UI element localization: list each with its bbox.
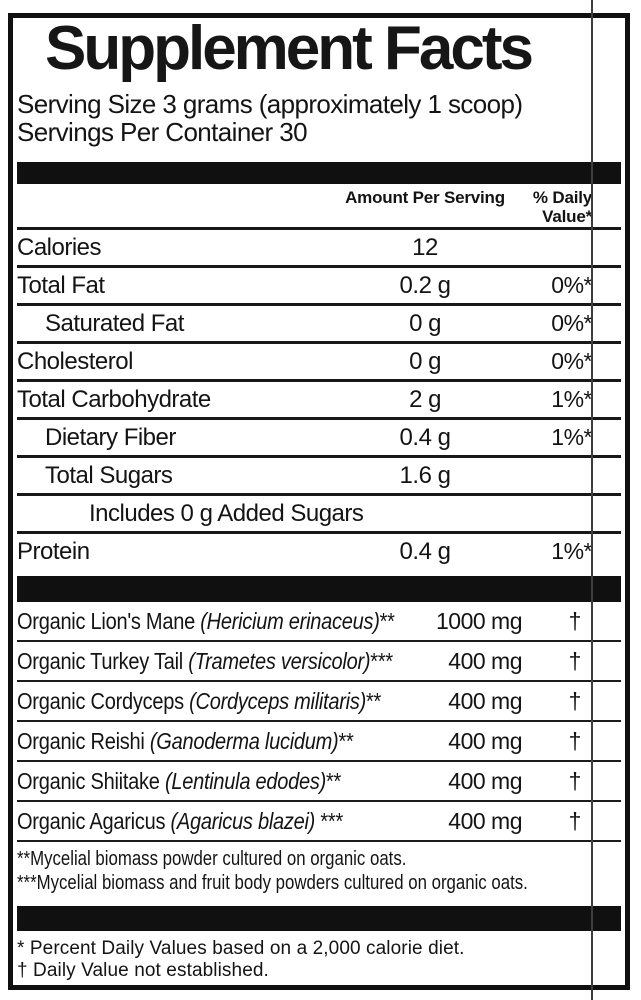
- ingredient-footnote-marks: ***: [370, 648, 393, 675]
- daily-value-column-header: % Daily Value*: [532, 188, 592, 227]
- ingredient-amount: 1000 mg: [435, 608, 523, 635]
- serving-info: Serving Size 3 grams (approximately 1 sc…: [17, 90, 621, 146]
- ingredient-footnote-marks: **: [366, 688, 382, 715]
- ingredient-footnote-marks: **: [338, 728, 354, 755]
- ingredient-latin-name: (Trametes versicolor): [188, 648, 371, 675]
- table-row-shiitake: Organic Shiitake (Lentinula edodes)** 40…: [17, 762, 621, 803]
- ingredient-common-name: Organic Cordyceps: [17, 688, 190, 715]
- table-row-protein: Protein 0.4 g 1%*: [17, 534, 621, 569]
- divider-bar-middle: [17, 576, 621, 603]
- ingredient-name: Organic Cordyceps (Cordyceps militaris)*…: [17, 682, 381, 720]
- nutrient-name: Total Sugars: [45, 462, 173, 490]
- ingredient-amount: 400 mg: [448, 768, 522, 795]
- ingredient-name: Organic Turkey Tail (Trametes versicolor…: [17, 642, 393, 680]
- nutrient-name: Protein: [17, 538, 90, 566]
- nutrient-amount: 1.6 g: [399, 462, 451, 490]
- ingredient-name: Organic Agaricus (Agaricus blazei) ***: [17, 802, 343, 840]
- table-row-turkey-tail: Organic Turkey Tail (Trametes versicolor…: [17, 642, 621, 683]
- nutrient-amount: 0.4 g: [399, 538, 451, 566]
- ingredient-name: Organic Reishi (Ganoderma lucidum)**: [17, 722, 354, 760]
- ingredient-latin-name: (Hericium erinaceus): [200, 608, 380, 635]
- nutrient-daily-value: 1%*: [551, 538, 592, 565]
- nutrient-amount: 0 g: [409, 348, 441, 376]
- table-row-total-fat: Total Fat 0.2 g 0%*: [17, 268, 621, 307]
- amount-column-header: Amount Per Serving: [345, 188, 505, 208]
- ingredient-footnote-marks: **: [379, 608, 395, 635]
- ingredient-daily-value: †: [568, 808, 582, 835]
- nutrient-amount: 12: [412, 234, 438, 262]
- ingredient-amount: 400 mg: [448, 648, 522, 675]
- servings-per-container-text: Servings Per Container 30: [17, 116, 308, 147]
- table-row-reishi: Organic Reishi (Ganoderma lucidum)** 400…: [17, 722, 621, 763]
- table-row-cholesterol: Cholesterol 0 g 0%*: [17, 344, 621, 383]
- ingredient-common-name: Organic Agaricus: [17, 808, 171, 835]
- panel-title: Supplement Facts: [45, 14, 534, 83]
- ingredient-amount: 400 mg: [448, 688, 522, 715]
- ingredient-daily-value: †: [568, 648, 582, 675]
- nutrient-daily-value: 0%*: [551, 310, 592, 337]
- ingredient-common-name: Organic Lion's Mane: [17, 608, 201, 635]
- mycelial-footnotes: **Mycelial biomass powder cultured on or…: [17, 847, 528, 896]
- supplement-facts-panel: Supplement Facts Serving Size 3 grams (a…: [8, 13, 630, 990]
- nutrient-daily-value: 0%*: [551, 348, 592, 375]
- nutrient-daily-value: 1%*: [551, 424, 592, 451]
- nutrient-table: Calories 12 Total Fat 0.2 g 0%* Saturate…: [17, 230, 621, 569]
- table-row-calories: Calories 12: [17, 230, 621, 269]
- footnote-mycelial: **Mycelial biomass powder cultured on or…: [17, 848, 407, 871]
- ingredient-daily-value: †: [568, 768, 582, 795]
- nutrient-name: Total Carbohydrate: [17, 386, 211, 414]
- table-row-agaricus: Organic Agaricus (Agaricus blazei) *** 4…: [17, 802, 621, 843]
- daily-value-footnotes: * Percent Daily Values based on a 2,000 …: [17, 938, 621, 982]
- ingredient-latin-name: (Agaricus blazei): [170, 808, 321, 835]
- ingredient-latin-name: (Cordyceps militaris): [189, 688, 367, 715]
- serving-size-text: Serving Size 3 grams (approximately 1 sc…: [17, 88, 523, 119]
- scan-artifact-line: [591, 0, 593, 1000]
- ingredient-daily-value: †: [568, 728, 582, 755]
- ingredient-daily-value: †: [568, 688, 582, 715]
- footnote-percent-dv: * Percent Daily Values based on a 2,000 …: [17, 937, 465, 959]
- ingredient-footnote-marks: **: [326, 768, 342, 795]
- divider-bar-top: [17, 162, 621, 185]
- ingredient-table: Organic Lion's Mane (Hericium erinaceus)…: [17, 602, 621, 843]
- nutrient-name: Total Fat: [17, 272, 105, 300]
- column-headers: Amount Per Serving % Daily Value*: [17, 184, 621, 231]
- table-row-total-sugars: Total Sugars 1.6 g: [17, 458, 621, 497]
- ingredient-latin-name: (Ganoderma lucidum): [149, 728, 339, 755]
- table-row-cordyceps: Organic Cordyceps (Cordyceps militaris)*…: [17, 682, 621, 723]
- ingredient-common-name: Organic Turkey Tail: [17, 648, 189, 675]
- ingredient-common-name: Organic Reishi: [17, 728, 150, 755]
- nutrient-daily-value: 0%*: [551, 272, 592, 299]
- ingredient-amount: 400 mg: [448, 728, 522, 755]
- ingredient-daily-value: †: [568, 608, 582, 635]
- nutrient-name: Includes 0 g Added Sugars: [89, 500, 364, 528]
- nutrient-name: Dietary Fiber: [45, 424, 176, 452]
- ingredient-name: Organic Lion's Mane (Hericium erinaceus)…: [17, 602, 395, 640]
- ingredient-common-name: Organic Shiitake: [17, 768, 165, 795]
- nutrient-name: Saturated Fat: [45, 310, 184, 338]
- footnote-dv-not-established: † Daily Value not established.: [17, 959, 269, 981]
- nutrient-name: Cholesterol: [17, 348, 133, 376]
- table-row-lions-mane: Organic Lion's Mane (Hericium erinaceus)…: [17, 602, 621, 643]
- ingredient-amount: 400 mg: [448, 808, 522, 835]
- nutrient-daily-value: 1%*: [551, 386, 592, 413]
- table-row-dietary-fiber: Dietary Fiber 0.4 g 1%*: [17, 420, 621, 459]
- ingredient-name: Organic Shiitake (Lentinula edodes)**: [17, 762, 341, 800]
- table-row-total-carbohydrate: Total Carbohydrate 2 g 1%*: [17, 382, 621, 421]
- table-row-saturated-fat: Saturated Fat 0 g 0%*: [17, 306, 621, 345]
- ingredient-latin-name: (Lentinula edodes): [164, 768, 327, 795]
- footnote-fruit-body: ***Mycelial biomass and fruit body powde…: [17, 872, 528, 895]
- nutrient-name: Calories: [17, 234, 102, 262]
- divider-bar-bottom: [17, 905, 621, 931]
- nutrient-amount: 2 g: [409, 386, 441, 414]
- ingredient-footnote-marks: ***: [320, 808, 343, 835]
- nutrient-amount: 0 g: [409, 310, 441, 338]
- nutrient-amount: 0.4 g: [399, 424, 451, 452]
- nutrient-amount: 0.2 g: [399, 272, 451, 300]
- table-row-added-sugars: Includes 0 g Added Sugars: [17, 496, 621, 535]
